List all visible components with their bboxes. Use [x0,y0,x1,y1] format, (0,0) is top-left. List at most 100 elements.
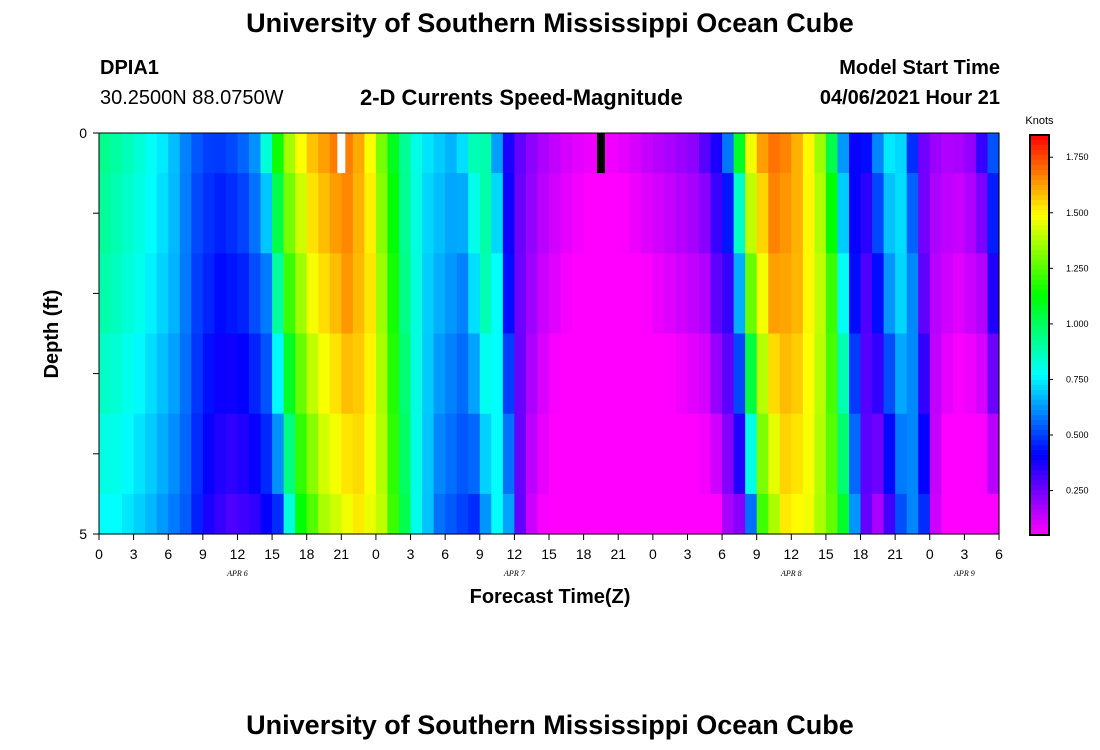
heatmap-cell [883,413,896,495]
x-tick-label: 6 [441,546,449,562]
heatmap-cell [733,333,746,415]
heatmap-cell [710,133,723,174]
heatmap-cell [179,253,192,335]
heatmap-cell [375,253,389,335]
heatmap-cell [341,173,354,254]
heatmap-cell [514,493,527,535]
heatmap-cell [249,493,262,535]
heatmap-cell [837,133,850,174]
heatmap-cell [364,333,377,415]
colorbar-swatch [1030,425,1049,431]
heatmap-cell [595,493,608,535]
heatmap-cell [156,333,169,415]
heatmap-cell [191,493,204,535]
heatmap-cell [895,333,908,415]
heatmap-cell [122,493,135,535]
heatmap-cell [987,173,1000,254]
heatmap-cell [525,173,539,254]
heatmap-cell [849,333,862,415]
colorbar-swatch [1030,165,1049,171]
x-tick-label: 21 [887,546,903,562]
heatmap-cell [687,133,700,174]
heatmap-cell [214,173,227,254]
x-tick-label: 3 [407,546,415,562]
colorbar-swatch [1030,150,1049,156]
heatmap-cell [952,333,965,415]
station-coordinates: 30.2500N 88.0750W [100,87,284,109]
heatmap-cell [145,173,158,254]
heatmap-cell [756,133,769,174]
heatmap-cell [318,173,331,254]
heatmap-cell [583,253,596,335]
heatmap-cell [387,413,400,495]
colorbar-title: Knots [1025,115,1054,127]
heatmap-cell [987,413,1000,495]
day-label: APR 6 [226,569,248,578]
heatmap-cell [283,493,296,535]
heatmap-cell [237,173,250,254]
heatmap-cell [133,333,146,415]
heatmap-cell [352,413,365,495]
heatmap-cell [352,253,365,335]
colorbar-swatch [1030,485,1049,491]
heatmap-cell [572,133,585,174]
heatmap-cell [433,413,446,495]
heatmap-cell [329,253,342,335]
heatmap-cell [929,493,942,535]
heatmap-cell [306,333,319,415]
heatmap-cell [975,253,989,335]
heatmap-cell [479,333,492,415]
heatmap-cell [191,173,204,254]
heatmap-cell [491,253,504,335]
heatmap-cell [295,173,308,254]
heatmap-cell [168,333,181,415]
heatmap-cell [906,253,919,335]
colorbar-swatch [1030,415,1049,421]
heatmap-cell [537,133,550,174]
x-tick-label: 21 [610,546,626,562]
heatmap-cell [918,333,931,415]
heatmap-cell [479,493,492,535]
colorbar-swatch [1030,380,1049,386]
heatmap-cell [987,133,1000,174]
x-tick-label: 6 [718,546,726,562]
heatmap-cell [122,333,135,415]
heatmap-cell [306,253,319,335]
heatmap-cell [168,493,181,535]
heatmap-cell [422,133,435,174]
colorbar-swatch [1030,175,1049,181]
heatmap-cell [918,493,931,535]
heatmap-cell [179,133,192,174]
heatmap-cell [502,173,515,254]
heatmap-cell [629,133,642,174]
heatmap-cell [825,173,839,254]
heatmap-cell [364,173,377,254]
x-tick-label: 9 [199,546,207,562]
heatmap-cell [606,413,619,495]
heatmap-cell [606,133,619,174]
heatmap-cell [583,173,596,254]
heatmap-cell [375,493,389,535]
heatmap-cell [652,413,665,495]
heatmap-cell [133,253,146,335]
heatmap-cell [918,413,931,495]
x-tick-label: 15 [818,546,834,562]
heatmap-cell [133,493,146,535]
heatmap-cell [375,133,389,174]
heatmap-cell [272,133,285,174]
heatmap-cell [664,173,677,254]
colorbar-tick-label: 1.750 [1066,152,1089,162]
heatmap-cell [745,253,758,335]
heatmap-cell [549,493,562,535]
heatmap-cell [560,173,573,254]
heatmap-cell [468,493,481,535]
heatmap-cell [849,133,862,174]
colorbar-swatch [1030,230,1049,236]
heatmap-cell [802,133,815,174]
heatmap-cell [641,173,654,254]
heatmap-cell [456,333,469,415]
heatmap-cell [318,133,331,174]
heatmap-cell [318,413,331,495]
heatmap-cell [514,173,527,254]
heatmap-cell [883,333,896,415]
